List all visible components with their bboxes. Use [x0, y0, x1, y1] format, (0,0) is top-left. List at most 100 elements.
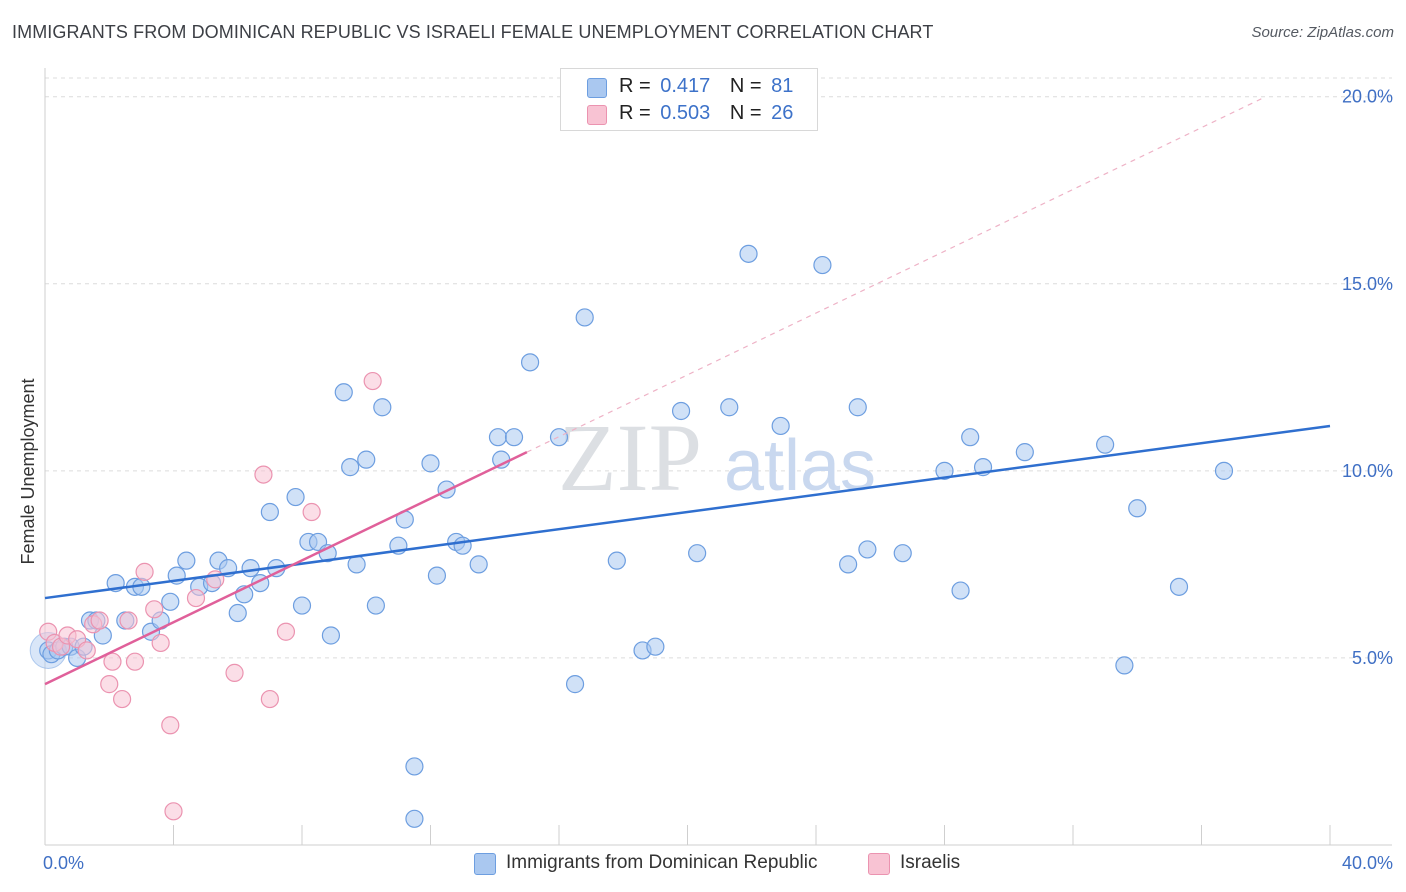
- trend-lines: [44, 96, 1331, 686]
- y-tick-label: 5.0%: [1352, 648, 1393, 668]
- point-dominican-republic: [405, 809, 424, 828]
- point-israelis: [135, 562, 154, 581]
- legend-n-value-series1: 81: [771, 75, 794, 97]
- point-dominican-republic: [848, 398, 867, 417]
- point-dominican-republic: [177, 551, 196, 570]
- point-dominican-republic: [1115, 656, 1134, 675]
- point-dominican-republic: [549, 428, 569, 447]
- trend-line-dominican-republic: [44, 424, 1331, 600]
- point-dominican-republic: [1128, 499, 1147, 518]
- point-israelis: [161, 716, 180, 735]
- point-dominican-republic: [357, 450, 376, 469]
- y-tick-label: 10.0%: [1342, 461, 1393, 481]
- point-israelis: [302, 502, 321, 522]
- point-dominican-republic: [488, 428, 508, 447]
- legend-n-value-series2: 26: [771, 102, 794, 124]
- point-israelis: [125, 652, 145, 671]
- point-israelis: [260, 689, 279, 709]
- point-israelis: [225, 663, 244, 682]
- point-israelis: [103, 652, 122, 671]
- point-dominican-republic: [347, 555, 366, 574]
- point-dominican-republic: [951, 581, 970, 600]
- point-israelis: [164, 802, 183, 821]
- y-axis-title: Female Unemployment: [18, 378, 38, 564]
- point-dominican-republic: [321, 626, 341, 645]
- point-dominican-republic: [341, 458, 360, 477]
- point-dominican-republic: [839, 555, 858, 574]
- x-tick-label-min: 0.0%: [43, 853, 84, 873]
- point-dominican-republic: [646, 637, 665, 656]
- point-dominican-republic: [961, 428, 980, 447]
- point-dominican-republic: [366, 596, 385, 615]
- point-israelis: [276, 622, 296, 641]
- point-israelis: [363, 371, 382, 391]
- point-dominican-republic: [1169, 577, 1189, 596]
- legend-swatch-blue: [587, 78, 607, 98]
- bottom-legend-label-series2: Israelis: [900, 852, 961, 873]
- point-dominican-republic: [771, 416, 790, 436]
- point-dominican-republic: [1015, 443, 1034, 462]
- bottom-legend-label-series1: Immigrants from Dominican Republic: [506, 852, 818, 873]
- trend-line-israelis: [44, 451, 528, 686]
- point-israelis: [254, 465, 273, 484]
- point-israelis: [100, 675, 119, 694]
- point-dominican-republic: [421, 454, 440, 473]
- y-tick-label: 20.0%: [1342, 87, 1393, 107]
- legend: R = 0.417 N = 81 R = 0.503 N = 26: [560, 68, 818, 131]
- point-dominican-republic: [671, 401, 691, 421]
- watermark-zip: ZIP: [558, 404, 702, 511]
- x-tick-label-max: 40.0%: [1342, 853, 1393, 873]
- point-dominican-republic: [161, 592, 180, 611]
- point-israelis: [90, 611, 109, 630]
- point-dominican-republic: [520, 353, 540, 372]
- point-dominican-republic: [260, 502, 279, 522]
- point-israelis: [186, 588, 206, 608]
- data-points: [29, 244, 1234, 828]
- point-dominican-republic: [286, 487, 305, 507]
- point-israelis: [119, 611, 138, 630]
- point-dominican-republic: [1214, 461, 1234, 480]
- point-israelis: [77, 641, 96, 660]
- point-dominican-republic: [427, 566, 447, 585]
- point-dominican-republic: [469, 555, 488, 574]
- legend-r-label: R =: [619, 75, 651, 97]
- legend-r-value-series1: 0.417: [660, 75, 711, 97]
- legend-r-value-series2: 0.503: [660, 102, 711, 124]
- point-dominican-republic: [1096, 435, 1115, 454]
- legend-n-label: N =: [729, 75, 762, 97]
- axes: [44, 68, 1392, 846]
- point-dominican-republic: [813, 255, 832, 275]
- chart-title: IMMIGRANTS FROM DOMINICAN REPUBLIC VS IS…: [12, 22, 934, 42]
- point-dominican-republic: [292, 596, 312, 615]
- point-dominican-republic: [373, 398, 392, 417]
- point-dominican-republic: [893, 544, 912, 563]
- point-dominican-republic: [453, 536, 472, 555]
- point-dominican-republic: [241, 559, 260, 578]
- point-israelis: [151, 633, 170, 653]
- point-dominican-republic: [405, 757, 424, 776]
- bottom-legend-swatch-pink: [868, 853, 890, 875]
- point-dominican-republic: [935, 461, 954, 480]
- point-dominican-republic: [504, 428, 524, 447]
- legend-n-label: N =: [729, 102, 762, 124]
- point-dominican-republic: [720, 398, 739, 417]
- point-dominican-republic: [334, 383, 353, 402]
- watermark: ZIP atlas: [558, 404, 876, 511]
- watermark-atlas: atlas: [724, 426, 876, 506]
- point-dominican-republic: [228, 603, 247, 623]
- trend-line-israelis-extension: [526, 96, 1267, 453]
- point-dominican-republic: [575, 308, 594, 327]
- point-israelis: [112, 689, 132, 709]
- point-israelis: [145, 600, 164, 619]
- legend-swatch-pink: [587, 105, 607, 125]
- y-tick-label: 15.0%: [1342, 274, 1393, 294]
- axis-labels: 5.0% 10.0% 15.0% 20.0% 0.0% 40.0% Female Unemp…: [18, 87, 1393, 873]
- point-dominican-republic: [565, 675, 585, 694]
- point-dominican-republic: [739, 244, 758, 263]
- legend-r-label: R =: [619, 102, 651, 124]
- point-dominican-republic: [607, 551, 626, 570]
- point-dominican-republic: [858, 540, 877, 559]
- source-label: Source: ZipAtlas.com: [1251, 24, 1394, 41]
- point-dominican-republic: [688, 544, 707, 563]
